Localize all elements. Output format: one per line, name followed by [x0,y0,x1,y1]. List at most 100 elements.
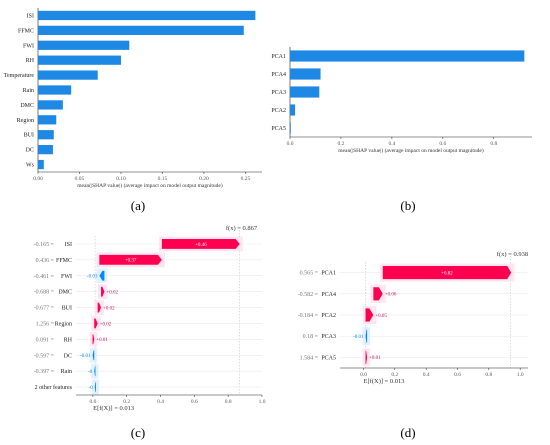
contribution-label: +0.37 [125,259,137,264]
waterfall-bar-pca1 [382,266,512,280]
x-tick-label: 0.6 [191,399,198,405]
panel-label-b: (b) [400,198,415,213]
x-tick-label: 0.2 [391,372,398,378]
feature-name-label: DC [64,353,72,359]
category-label-pca5: PCA5 [271,126,286,132]
x-tick-label: 0.4 [423,372,430,378]
x-tick-label: 0.05 [75,176,85,182]
category-label-dmc: DMC [20,103,34,109]
waterfall-bar-dmc [101,286,105,297]
bar-pca2 [290,104,296,116]
feature-name-label: PCA4 [321,292,336,298]
feature-value-label: 0.18 = [303,334,319,340]
waterfall-bar-dc [92,350,95,361]
x-tick-label: 0.0 [287,141,294,147]
fx-label: f(x) = 0.938 [497,251,528,258]
feature-name-label: PCA5 [321,355,336,361]
feature-name-label: PCA3 [321,334,336,340]
waterfall-bar-2-other-features [94,382,96,392]
feature-name-label: BUI [62,306,72,312]
contribution-label: -0 [88,370,93,375]
x-tick-label: 0.8 [490,141,497,147]
x-tick-label: 0.20 [199,176,209,182]
feature-name-label: DMC [58,290,72,296]
contribution-label: +0.01 [96,338,108,343]
category-label-rh: RH [26,58,35,64]
feature-value-label: -0.597 = [34,353,55,359]
chart-d: +0.82 0.565 = PCA1 +0.06 -0.582 = PCA4 +0.05 -0… [298,251,528,385]
feature-value-label: 1.256 = [36,321,55,327]
feature-value-label: -0.582 = [298,292,319,298]
category-label-isi: ISI [27,13,34,19]
x-tick-label: 0.2 [123,399,130,405]
chart-c: +0.46 -0.165 = ISI +0.37 0.436 = FFMC -0.03 -0.… [34,225,266,412]
category-label-pca1: PCA1 [271,54,286,60]
x-tick-label: 0.0 [89,399,96,405]
contribution-label: -0.03 [87,275,98,280]
x-tick-label: 0.2 [338,141,345,147]
bar-pca4 [290,68,321,80]
bar-ws [38,159,44,170]
bar-dmc [38,100,63,110]
contribution-label: +0.06 [385,293,397,298]
feature-name-label: 2 other features [35,384,73,391]
base-value-label: E[f(X)] = 0.013 [364,378,405,385]
feature-value-label: 0.436 = [36,258,55,264]
feature-name-label: PCA1 [321,271,336,277]
feature-name-label: RH [64,337,73,343]
panel-label-a: (a) [131,198,145,213]
waterfall-bar-rain [94,366,96,377]
feature-value-label: 0.565 = [300,271,319,277]
x-tick-label: 0.8 [485,372,492,378]
x-tick-label: 0.25 [241,176,251,182]
fx-label: f(x) = 0.867 [226,225,258,232]
category-label-temperature: Temperature [4,73,35,79]
bar-fwi [38,40,130,50]
feature-value-label: 0.091 = [36,337,55,343]
chart-b: PCA1 PCA4 PCA3 PCA2 PCA5 0.0 0.2 0.4 0.6 0.8 mean(… [271,47,532,154]
contribution-label: +0.05 [375,314,387,319]
x-tick-label: 0.15 [158,176,168,182]
panel-label-d: (d) [400,425,415,440]
bar-bui [38,130,54,140]
contribution-label: -0 [89,386,94,391]
waterfall-bar-pca3 [365,329,368,343]
x-tick-label: 0.4 [157,399,164,405]
waterfall-bar-pca2 [365,308,374,322]
waterfall-bar-isi [161,239,240,249]
waterfall-bar-ffmc [99,254,162,265]
category-label-bui: BUI [24,133,34,139]
contribution-label: +0.01 [369,356,381,361]
feature-name-label: PCA2 [321,313,336,319]
category-label-ffmc: FFMC [18,28,34,34]
base-value-label: E[f(X)] = 0.013 [93,405,134,412]
feature-name-label: FWI [61,274,72,280]
x-tick-label: 0.10 [116,176,126,182]
category-label-pca3: PCA3 [271,90,286,96]
category-label-rain: Rain [23,88,34,94]
x-tick-label: 0.0 [360,372,367,378]
x-axis-label: mean(|SHAP value|) (average impact on mo… [338,147,484,154]
x-tick-label: 0.00 [33,176,43,182]
feature-name-label: Region [55,321,72,327]
bar-pca5 [290,122,291,134]
x-tick-label: 0.8 [225,399,232,405]
bar-isi [38,10,256,21]
x-tick-label: 0.4 [388,141,395,147]
category-label-dc: DC [26,148,34,154]
waterfall-bar-region [94,318,98,329]
x-tick-label: 0.6 [454,372,461,378]
category-label-fwi: FWI [23,43,34,49]
x-tick-label: 1.0 [517,372,524,378]
feature-value-label: -0.688 = [34,290,55,296]
category-label-pca2: PCA2 [271,108,286,114]
feature-name-label: ISI [65,242,72,248]
contribution-label: +0.02 [106,290,118,295]
bar-region [38,115,57,125]
waterfall-bar-pca5 [365,350,368,364]
panel-label-c: (c) [131,425,145,440]
contribution-label: +0.02 [103,306,115,311]
contribution-label: -0.01 [80,354,91,359]
contribution-label: +0.46 [195,243,207,248]
